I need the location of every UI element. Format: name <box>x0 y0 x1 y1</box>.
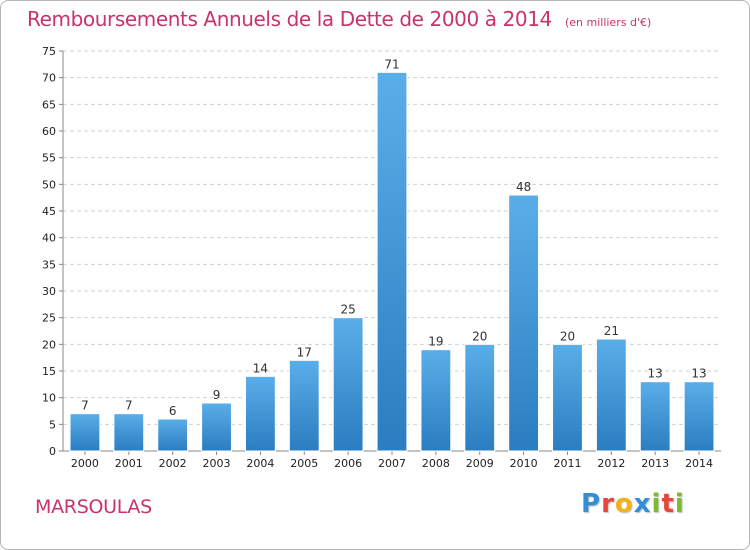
y-tick-label: 50 <box>42 178 56 191</box>
y-tick-label: 0 <box>49 445 56 458</box>
y-tick-label: 60 <box>42 125 56 138</box>
data-label: 19 <box>428 335 443 349</box>
x-tick-label: 2013 <box>641 457 669 470</box>
x-tick-label: 2005 <box>290 457 318 470</box>
axes: 0 5 10 15 20 25 30 35 40 45 50 55 60 65 70 75 <box>42 45 721 458</box>
x-tick-label: 2011 <box>553 457 581 470</box>
bar <box>69 413 101 452</box>
chart-title: Remboursements Annuels de la Dette de 20… <box>27 7 552 31</box>
data-label: 71 <box>384 57 399 71</box>
y-tick-label: 30 <box>42 285 56 298</box>
x-tick-label: 2012 <box>597 457 625 470</box>
y-tick-label: 20 <box>42 338 56 351</box>
bar <box>464 343 496 452</box>
data-label: 21 <box>604 324 619 338</box>
data-label: 48 <box>516 180 531 194</box>
bars <box>69 71 715 452</box>
brand-letter: i <box>674 489 685 519</box>
y-tick-label: 70 <box>42 72 56 85</box>
bar <box>376 71 408 452</box>
x-tick-label: 2001 <box>115 457 143 470</box>
brand-letter: P <box>581 489 602 519</box>
data-label: 6 <box>169 404 177 418</box>
data-label: 25 <box>340 303 355 317</box>
x-tick-label: 2010 <box>510 457 538 470</box>
y-tick-label: 55 <box>42 152 56 165</box>
y-tick-label: 45 <box>42 205 56 218</box>
bar <box>683 381 715 452</box>
bar <box>639 381 671 452</box>
y-tick-label: 10 <box>42 392 56 405</box>
brand-letter: o <box>614 489 634 519</box>
x-tick-label: 2014 <box>685 457 713 470</box>
y-tick-label: 15 <box>42 365 56 378</box>
y-tick-label: 75 <box>42 45 56 58</box>
commune-name: MARSOULAS <box>35 496 152 518</box>
bar <box>508 194 540 452</box>
data-label: 7 <box>81 399 89 413</box>
x-tick-label: 2009 <box>466 457 494 470</box>
chart-subtitle: (en milliers d'€) <box>564 16 652 29</box>
y-tick-label: 35 <box>42 258 56 271</box>
data-label: 9 <box>213 388 221 402</box>
x-tick-label: 2004 <box>246 457 274 470</box>
title-row: Remboursements Annuels de la Dette de 20… <box>27 7 651 31</box>
x-tick-label: 2006 <box>334 457 362 470</box>
brand-letter: i <box>651 489 662 519</box>
bar <box>244 375 276 452</box>
data-label: 20 <box>472 329 487 343</box>
bar <box>201 402 232 452</box>
brand-letter: r <box>601 489 615 519</box>
labels: 2000 7 2001 7 2002 6 2003 9 2004 14 2005 17 2006 25 20… <box>71 57 713 470</box>
x-tick-label: 2002 <box>159 457 187 470</box>
x-tick-label: 2000 <box>71 457 99 470</box>
brand-letter: t <box>661 489 675 519</box>
data-label: 13 <box>691 367 706 381</box>
y-tick-label: 5 <box>49 418 56 431</box>
x-tick-label: 2003 <box>203 457 231 470</box>
bar <box>552 343 583 452</box>
data-label: 20 <box>560 329 575 343</box>
bar <box>288 359 320 452</box>
bar <box>420 349 452 452</box>
y-tick-label: 25 <box>42 312 56 325</box>
data-label: 14 <box>253 361 268 375</box>
bar <box>332 317 364 452</box>
data-label: 17 <box>297 345 312 359</box>
y-tick-label: 65 <box>42 98 56 111</box>
bar <box>113 413 145 452</box>
bar <box>157 418 189 452</box>
x-tick-label: 2008 <box>422 457 450 470</box>
brand-letter: x <box>633 489 652 519</box>
brand-logo: Proxiti <box>581 489 685 519</box>
data-label: 13 <box>648 367 663 381</box>
data-label: 7 <box>125 399 133 413</box>
x-tick-label: 2007 <box>378 457 406 470</box>
bar <box>595 338 627 452</box>
y-tick-label: 40 <box>42 232 56 245</box>
